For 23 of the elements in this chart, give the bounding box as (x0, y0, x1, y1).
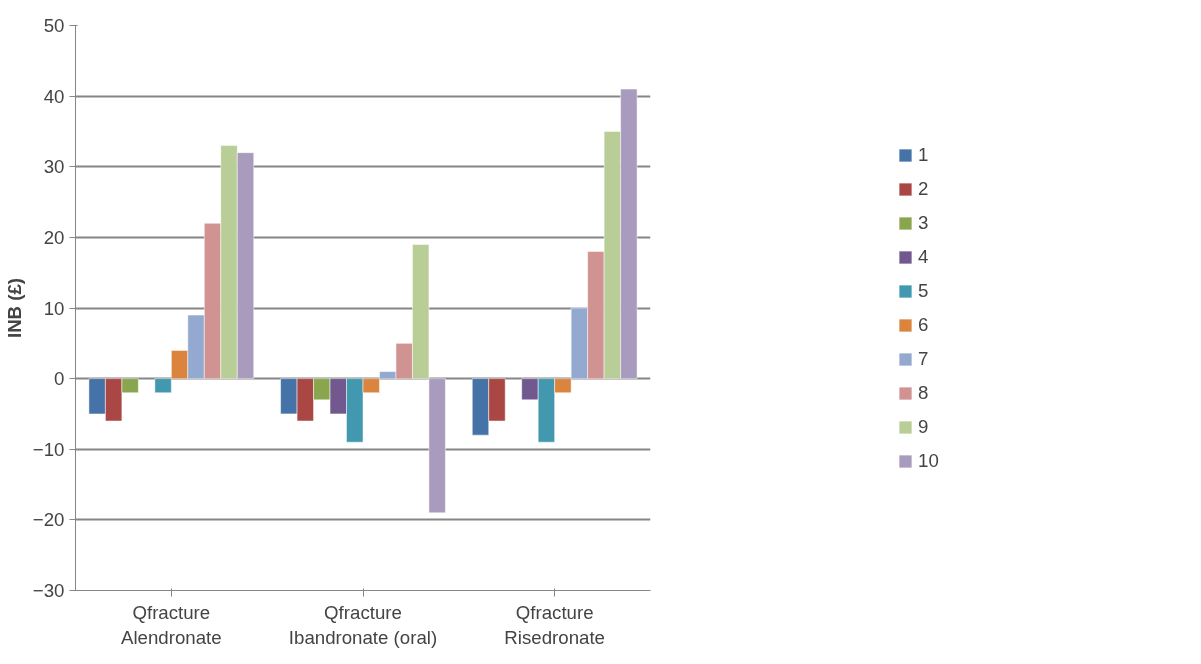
y-tick-label: 40 (43, 85, 65, 107)
x-tick-label: Qfracture Alendronate (121, 601, 222, 648)
legend-label: 7 (918, 347, 930, 370)
y-tick-label: 30 (43, 156, 65, 178)
legend-label: 5 (918, 279, 930, 302)
y-axis-title: INB (£) (3, 277, 25, 339)
legend-label: 6 (918, 313, 930, 336)
y-tick-label: 50 (43, 15, 65, 36)
legend-label: 9 (918, 415, 930, 438)
legend-label: 3 (918, 211, 930, 234)
y-tick-label: −10 (32, 438, 65, 460)
legend-label: 8 (918, 381, 930, 404)
x-tick-label: Qfracture Risedronate (504, 601, 605, 648)
x-tick-label: Qfracture Ibandronate (oral) (288, 601, 438, 648)
y-tick-label: −30 (32, 580, 65, 601)
legend-label: 1 (918, 143, 930, 166)
y-tick-label: 20 (43, 226, 65, 248)
y-tick-label: 0 (54, 368, 65, 390)
legend-label: 4 (918, 245, 930, 268)
legend-label: 2 (918, 177, 930, 200)
legend-label: 10 (918, 449, 940, 472)
y-tick-label: −20 (32, 509, 65, 531)
y-tick-label: 10 (43, 297, 65, 319)
